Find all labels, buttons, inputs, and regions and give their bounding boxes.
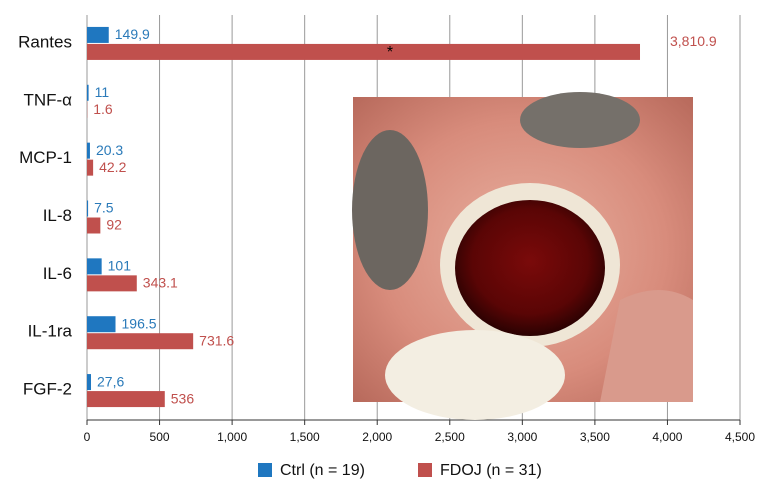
legend-swatch: [418, 463, 432, 477]
value-label: 731.6: [199, 332, 234, 348]
legend: Ctrl (n = 19) FDOJ (n = 31): [258, 462, 542, 479]
page: {"chart_data": { "type": "hbar", "catego…: [0, 0, 760, 491]
value-label: 7.5: [94, 200, 114, 216]
value-label: 42.2: [99, 159, 126, 175]
value-label: 149,9: [115, 26, 150, 42]
category-label: TNF-α: [23, 90, 72, 109]
category-label: FGF-2: [23, 380, 72, 399]
category-label: IL-1ra: [28, 322, 73, 341]
chart: 0 500 1,000 1,500 2,000 2,500 3,000 3,500 4,000 4…: [0, 0, 760, 491]
value-label: 27,6: [97, 373, 124, 389]
value-label: 196.5: [122, 315, 157, 331]
bar: [87, 275, 137, 291]
bar: [87, 160, 93, 176]
category-label: MCP-1: [19, 148, 72, 167]
value-label: 343.1: [143, 275, 178, 291]
value-label: 3,810.9: [670, 33, 717, 49]
bar: [87, 44, 640, 60]
bar: [87, 218, 100, 234]
x-tick-label: 1,500: [290, 430, 320, 444]
value-label: 11: [95, 84, 110, 100]
value-label: 101: [108, 258, 132, 274]
x-tick-label: 4,000: [652, 430, 682, 444]
legend-label: Ctrl (n = 19): [280, 462, 365, 479]
category-label: Rantes: [18, 32, 72, 51]
x-tick-label: 4,500: [725, 430, 755, 444]
x-tick-label: 2,000: [362, 430, 392, 444]
bar: [87, 316, 116, 332]
value-label: 20.3: [96, 142, 123, 158]
x-tick-label: 0: [84, 430, 91, 444]
bar: [87, 143, 90, 159]
bar: [87, 27, 109, 43]
x-tick-label: 500: [150, 430, 170, 444]
x-tick-label: 1,000: [217, 430, 247, 444]
bar: [87, 85, 89, 101]
annotation: *: [387, 44, 393, 61]
bar: [87, 258, 102, 274]
legend-swatch: [258, 463, 272, 477]
value-label: 1.6: [93, 101, 113, 117]
bar: [87, 391, 165, 407]
bar: [87, 374, 91, 390]
x-tick-label: 2,500: [435, 430, 465, 444]
bar: [87, 201, 88, 217]
value-label: 92: [106, 217, 122, 233]
value-label: 536: [171, 390, 195, 406]
category-label: IL-6: [43, 264, 72, 283]
x-tick-label: 3,500: [580, 430, 610, 444]
x-tick-label: 3,000: [507, 430, 537, 444]
bar: [87, 333, 193, 349]
photo: [352, 92, 693, 420]
legend-label: FDOJ (n = 31): [440, 462, 542, 479]
category-label: IL-8: [43, 206, 72, 225]
